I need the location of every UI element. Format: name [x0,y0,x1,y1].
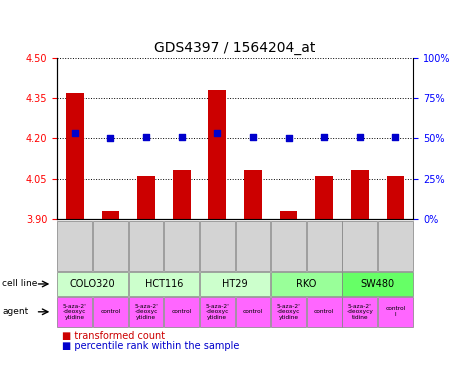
Text: 5-aza-2'
-deoxycy
tidine: 5-aza-2' -deoxycy tidine [346,303,373,320]
Text: 5-aza-2'
-deoxyc
ytidine: 5-aza-2' -deoxyc ytidine [205,303,229,320]
Text: control
l: control l [385,306,406,317]
Text: ■ percentile rank within the sample: ■ percentile rank within the sample [62,341,239,351]
Point [106,135,114,141]
Text: control: control [314,309,334,314]
Bar [137,176,155,219]
Point [142,134,150,140]
Text: 5-aza-2'
-deoxyc
ytidine: 5-aza-2' -deoxyc ytidine [134,303,158,320]
Bar [102,211,119,219]
Bar [280,211,297,219]
Bar [244,170,262,219]
Point [178,134,185,140]
Bar [209,90,226,219]
Bar [173,170,190,219]
Point [356,134,364,140]
Text: HT29: HT29 [222,279,248,289]
Text: agent: agent [2,307,28,316]
Text: RKO: RKO [296,279,316,289]
Bar [315,176,333,219]
Text: COLO320: COLO320 [70,279,115,289]
Bar [351,170,369,219]
Text: control: control [243,309,263,314]
Bar [66,93,84,219]
Point [285,135,293,141]
Text: control: control [171,309,192,314]
Point [320,134,328,140]
Point [71,130,79,136]
Point [391,134,399,140]
Text: 5-aza-2'
-deoxyc
ytidine: 5-aza-2' -deoxyc ytidine [276,303,301,320]
Text: SW480: SW480 [361,279,395,289]
Point [213,130,221,136]
Text: control: control [100,309,121,314]
Text: cell line: cell line [2,280,38,288]
Bar [387,176,404,219]
Point [249,134,256,140]
Text: ■ transformed count: ■ transformed count [62,331,165,341]
Text: 5-aza-2'
-deoxyc
ytidine: 5-aza-2' -deoxyc ytidine [63,303,87,320]
Text: HCT116: HCT116 [145,279,183,289]
Title: GDS4397 / 1564204_at: GDS4397 / 1564204_at [154,41,316,55]
